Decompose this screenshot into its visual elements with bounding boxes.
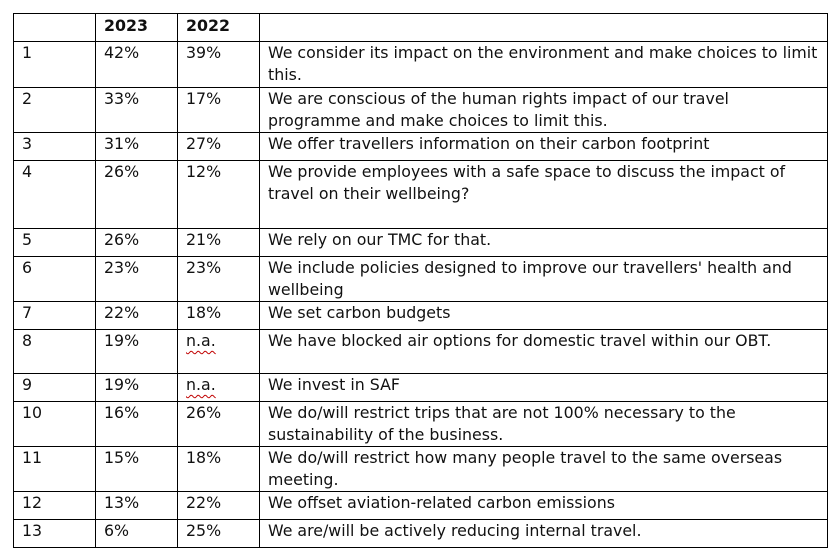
table-row: 12 13% 22% We offset aviation-related carbo… bbox=[13, 491, 828, 520]
value-2022: 39% bbox=[186, 43, 222, 62]
value-2023: 22% bbox=[104, 303, 140, 322]
table-row: 13 6% 25% We are/will be actively reducing … bbox=[13, 519, 828, 548]
table-row: 9 19% n.a. We invest in SAF bbox=[13, 373, 828, 402]
statement-text: We do/will restrict trips that are not 1… bbox=[268, 403, 736, 444]
statement-text: We do/will restrict how many people trav… bbox=[268, 448, 783, 489]
value-2022: 18% bbox=[186, 303, 222, 322]
table-row: 11 15% 18% We do/will restrict how many peo… bbox=[13, 446, 828, 492]
table-row: 4 26% 12% We provide employees with a safe … bbox=[13, 160, 828, 229]
table-row: 5 26% 21% We rely on our TMC for that. bbox=[13, 228, 828, 257]
row-rank: 4 bbox=[22, 162, 33, 181]
header-row: 2023 2022 bbox=[13, 13, 828, 42]
value-2023: 23% bbox=[104, 258, 140, 277]
table-row: 6 23% 23% We include policies designed to i… bbox=[13, 256, 828, 302]
value-2022: 18% bbox=[186, 448, 222, 467]
row-rank: 8 bbox=[22, 331, 33, 350]
value-2022: 27% bbox=[186, 134, 222, 153]
statement-text: We are/will be actively reducing interna… bbox=[268, 521, 642, 540]
table-row: 1 42% 39% We consider its impact on the env… bbox=[13, 41, 828, 88]
row-rank: 13 bbox=[22, 521, 43, 540]
header-statement bbox=[259, 13, 828, 42]
value-2022: 21% bbox=[186, 230, 222, 249]
value-2023: 16% bbox=[104, 403, 140, 422]
row-rank: 2 bbox=[22, 89, 33, 108]
value-2023: 33% bbox=[104, 89, 140, 108]
value-2023: 15% bbox=[104, 448, 140, 467]
table-row: 7 22% 18% We set carbon budgets bbox=[13, 301, 828, 330]
value-2022: 12% bbox=[186, 162, 222, 181]
statement-text: We consider its impact on the environmen… bbox=[268, 43, 818, 84]
value-2023: 26% bbox=[104, 162, 140, 181]
value-2023: 6% bbox=[104, 521, 130, 540]
row-rank: 1 bbox=[22, 43, 33, 62]
statement-text: We set carbon budgets bbox=[268, 303, 451, 322]
row-rank: 3 bbox=[22, 134, 33, 153]
statement-text: We rely on our TMC for that. bbox=[268, 230, 492, 249]
value-2023: 13% bbox=[104, 493, 140, 512]
row-rank: 10 bbox=[22, 403, 43, 422]
value-2023: 31% bbox=[104, 134, 140, 153]
table-body: 1 42% 39% We consider its impact on the env… bbox=[13, 41, 828, 548]
statement-text: We offset aviation-related carbon emissi… bbox=[268, 493, 615, 512]
row-rank: 11 bbox=[22, 448, 43, 467]
row-rank: 12 bbox=[22, 493, 43, 512]
table-row: 8 19% n.a. We have blocked air options for … bbox=[13, 329, 828, 374]
value-2023: 42% bbox=[104, 43, 140, 62]
table-row: 10 16% 26% We do/will restrict trips that a… bbox=[13, 401, 828, 447]
document-page: 2023 2022 1 42% 39% We consider its impact … bbox=[13, 13, 828, 548]
value-2022: n.a. bbox=[186, 331, 216, 350]
value-2022: 25% bbox=[186, 521, 222, 540]
row-rank: 7 bbox=[22, 303, 33, 322]
header-year-2022: 2022 bbox=[177, 13, 260, 42]
statement-text: We offer travellers information on their… bbox=[268, 134, 710, 153]
statement-text: We have blocked air options for domestic… bbox=[268, 331, 772, 350]
statement-text: We provide employees with a safe space t… bbox=[268, 162, 786, 203]
survey-results-table: 2023 2022 1 42% 39% We consider its impact … bbox=[13, 13, 828, 548]
table-row: 3 31% 27% We offer travellers information o… bbox=[13, 132, 828, 161]
value-2023: 19% bbox=[104, 331, 140, 350]
value-2022: n.a. bbox=[186, 375, 216, 394]
value-2023: 26% bbox=[104, 230, 140, 249]
header-rank bbox=[13, 13, 96, 42]
value-2022: 17% bbox=[186, 89, 222, 108]
value-2022: 22% bbox=[186, 493, 222, 512]
row-rank: 6 bbox=[22, 258, 33, 277]
table-row: 2 33% 17% We are conscious of the human rig… bbox=[13, 87, 828, 133]
statement-text: We are conscious of the human rights imp… bbox=[268, 89, 729, 130]
value-2023: 19% bbox=[104, 375, 140, 394]
value-2022: 23% bbox=[186, 258, 222, 277]
statement-text: We invest in SAF bbox=[268, 375, 400, 394]
value-2022: 26% bbox=[186, 403, 222, 422]
statement-text: We include policies designed to improve … bbox=[268, 258, 792, 299]
row-rank: 9 bbox=[22, 375, 33, 394]
row-rank: 5 bbox=[22, 230, 33, 249]
header-year-2023: 2023 bbox=[95, 13, 178, 42]
